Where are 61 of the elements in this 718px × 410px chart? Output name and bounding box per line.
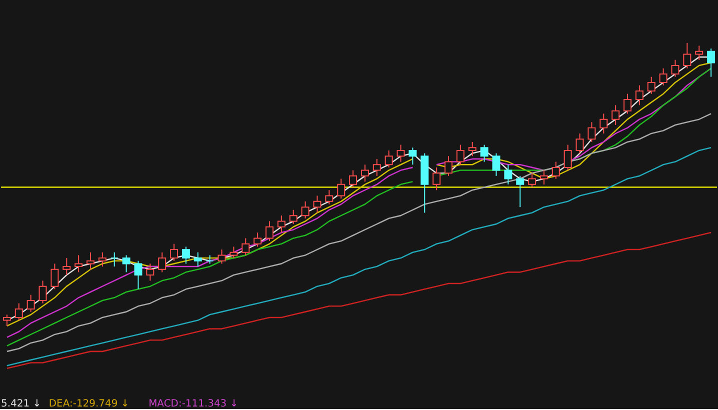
candlestick [528,172,536,188]
candlestick [170,243,178,262]
candlestick [325,190,334,205]
candlestick [337,178,346,200]
candlestick [396,144,405,162]
candlestick [444,156,452,176]
candlestick [194,252,202,268]
candlestick [624,93,632,114]
candlestick [504,164,512,185]
candlestick [384,150,393,168]
candlestick [134,260,142,290]
candlestick [218,249,226,264]
candlestick [671,59,680,78]
candlestick [38,280,47,304]
candlestick [635,84,644,106]
candlestick [360,164,369,182]
candlestick [695,45,704,60]
candlestick [14,302,23,321]
candlestick [683,42,692,69]
candlestick [230,246,238,259]
candlestick [289,209,298,225]
candlestick [110,252,118,268]
candlestick [468,141,476,157]
candlestick [50,263,59,290]
candlestick [182,246,190,264]
candlestick [2,314,11,326]
candlestick [588,122,596,142]
candlestick [254,232,262,248]
candlestick [62,258,71,276]
candlestick [242,238,250,256]
candlestick [456,144,464,166]
candlestick [26,294,35,312]
candlestick [612,104,620,126]
candlestick [313,195,322,214]
candlestick [564,144,572,171]
candlestick [492,152,500,176]
candlestick [408,147,417,166]
text: 5.421 ↓ [0,398,42,410]
text: DEA:-129.749 ↓ [48,398,130,410]
candlestick [707,48,716,78]
candlestick [301,200,310,219]
candlestick [122,254,130,273]
text: MACD:-111.343 ↓ [148,398,238,410]
candlestick [146,263,154,282]
candlestick [647,76,656,94]
candlestick [659,68,668,86]
candlestick [266,220,274,242]
candlestick [600,113,608,134]
candlestick [576,132,584,154]
candlestick [480,144,488,162]
candlestick [349,170,358,188]
candlestick [158,252,166,273]
candlestick [86,252,94,270]
candlestick [372,158,381,176]
candlestick [98,252,106,268]
candlestick [432,166,441,191]
candlestick [552,161,560,180]
candlestick [277,215,286,234]
candlestick [540,170,548,185]
candlestick [516,175,524,208]
candlestick [74,254,83,273]
